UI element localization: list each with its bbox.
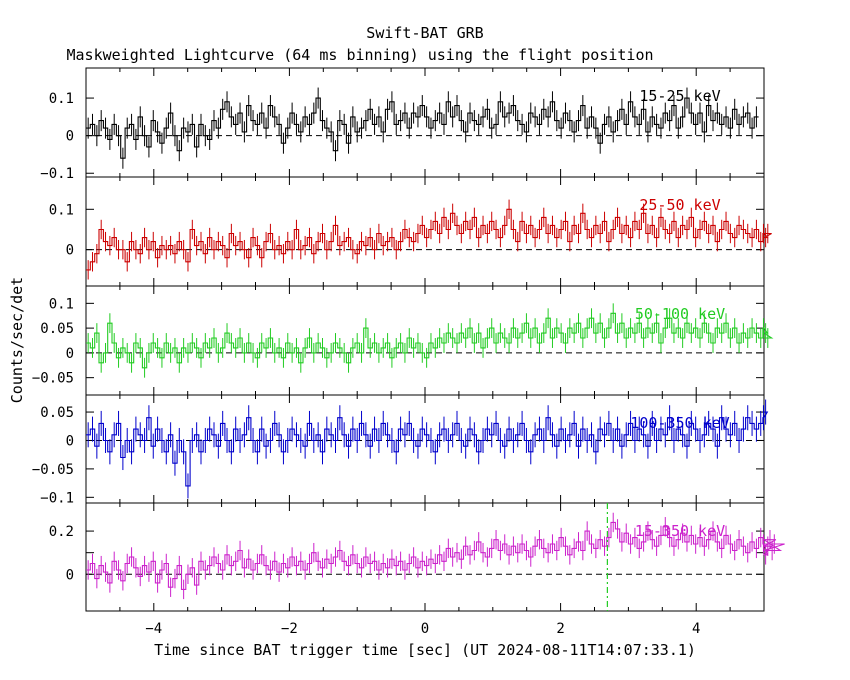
- y-tick-label: 0: [66, 346, 74, 362]
- y-tick-label: 0.1: [49, 296, 74, 312]
- x-tick-label: 4: [692, 621, 700, 637]
- y-tick-label: 0.1: [49, 91, 74, 107]
- panel-4: −0.1 −0.05 0 0.05 100-350 keV: [32, 394, 769, 506]
- y-tick-label: 0.2: [49, 524, 74, 540]
- panel-1: −0.1 0 0.1 15-25 keV: [40, 67, 765, 182]
- y-tick-label: 0.05: [40, 321, 74, 337]
- x-tick-label: 0: [421, 621, 429, 637]
- panel-5: 0 0.2 15-350 keV −4 −2 0 2 4: [49, 502, 785, 637]
- x-tick-label: −2: [281, 621, 298, 637]
- y-tick-label: 0: [66, 129, 74, 145]
- y-axis-label: Counts/sec/det: [8, 277, 26, 403]
- y-tick-label: 0.1: [49, 202, 74, 218]
- band-label: 25-50 keV: [639, 196, 720, 214]
- y-tick-label: −0.05: [32, 462, 74, 478]
- y-tick-label: 0: [66, 567, 74, 583]
- chart-title: Swift-BAT GRB: [366, 24, 483, 42]
- lightcurve-step: [86, 521, 785, 590]
- y-tick-label: −0.1: [40, 490, 74, 506]
- lightcurve-step: [86, 97, 759, 159]
- panel-3: −0.05 0 0.05 0.1 50-100 keV: [32, 285, 774, 396]
- band-label: 100-350 keV: [630, 414, 729, 432]
- panels: −0.1 0 0.1 15-25 keV 0 0.1 25-50 keV −0.05 0 0.05…: [32, 67, 785, 637]
- y-tick-label: −0.1: [40, 166, 74, 182]
- chart-subtitle: Maskweighted Lightcurve (64 ms binning) …: [67, 46, 654, 64]
- panel-2: 0 0.1 25-50 keV: [49, 176, 772, 287]
- lightcurve-step: [86, 208, 772, 271]
- x-tick-label: 2: [556, 621, 564, 637]
- x-axis-label: Time since BAT trigger time [sec] (UT 20…: [154, 641, 696, 659]
- y-tick-label: 0: [66, 243, 74, 259]
- band-label: 15-25 keV: [639, 87, 720, 105]
- band-label: 15-350 keV: [635, 522, 725, 540]
- y-tick-label: 0.05: [40, 405, 74, 421]
- y-tick-label: −0.05: [32, 371, 74, 387]
- band-label: 50-100 keV: [635, 305, 725, 323]
- lightcurve-step: [86, 411, 769, 487]
- x-tick-label: −4: [145, 621, 162, 637]
- lightcurve-step: [86, 312, 774, 369]
- y-tick-label: 0: [66, 433, 74, 449]
